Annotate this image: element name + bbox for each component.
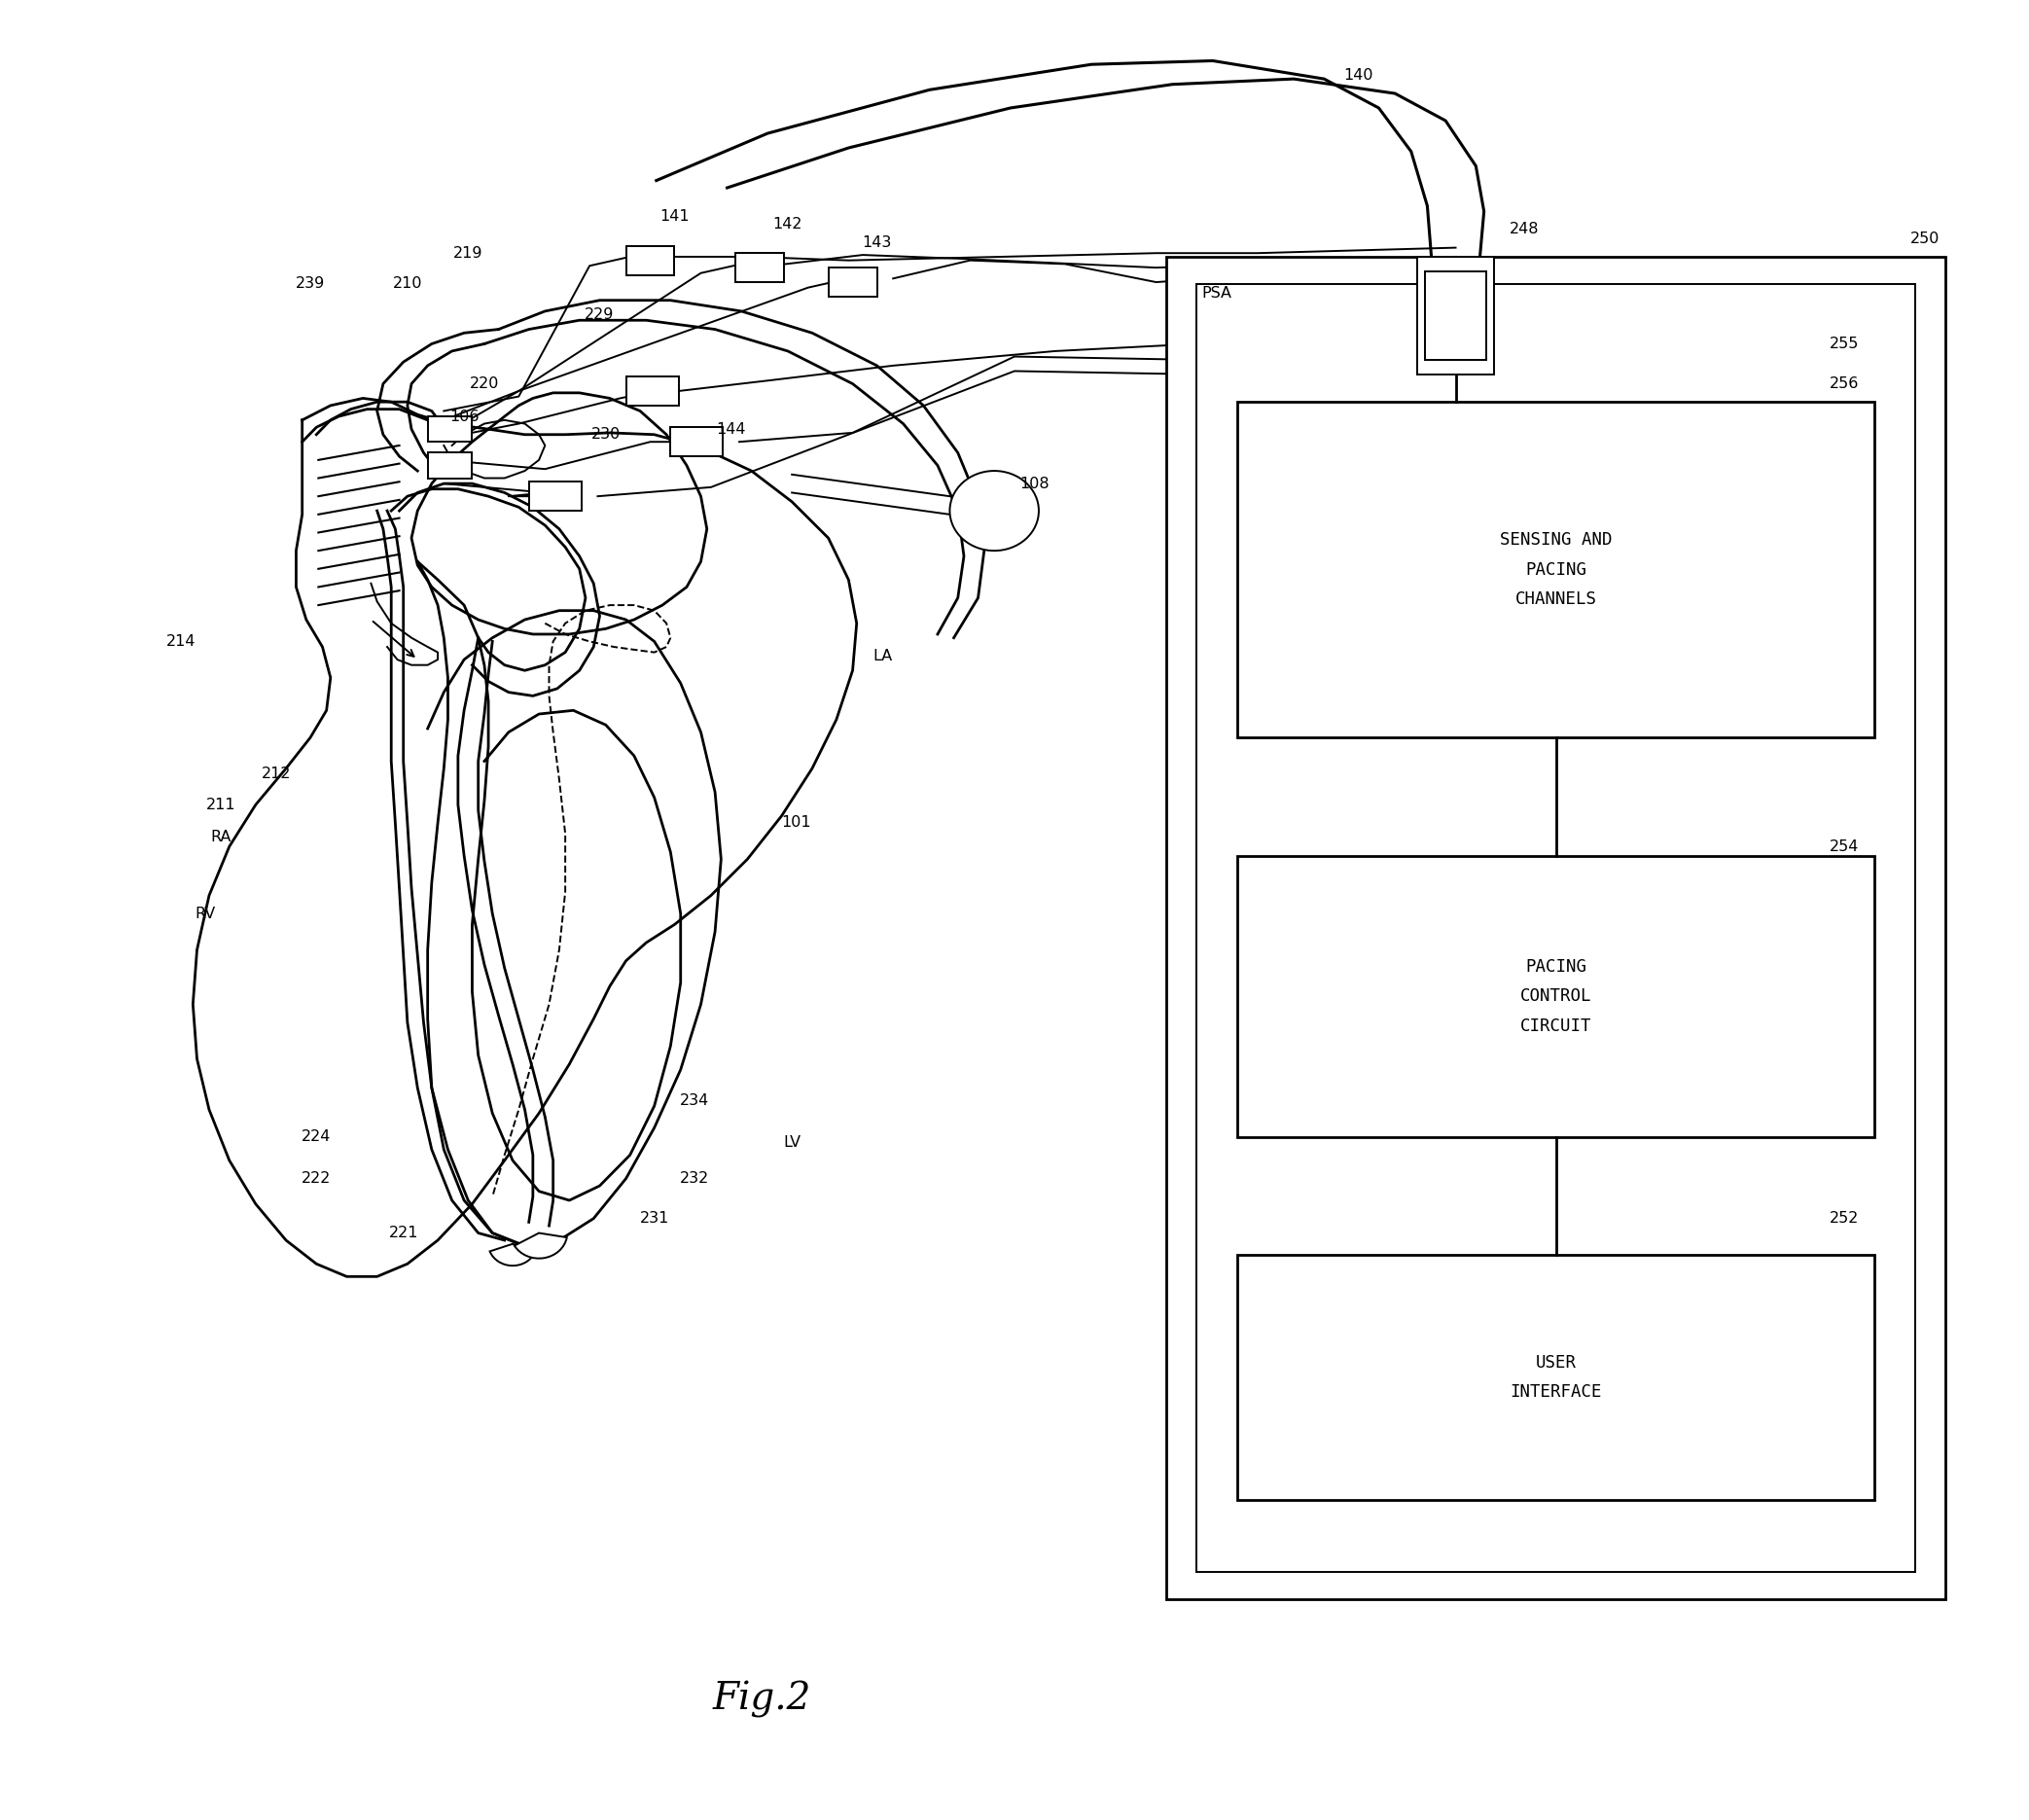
Bar bbox=[828, 268, 877, 297]
Text: 255: 255 bbox=[1830, 337, 1859, 351]
Text: 141: 141 bbox=[659, 209, 690, 224]
Bar bbox=[1238, 855, 1875, 1138]
Text: 143: 143 bbox=[862, 235, 891, 249]
Text: 142: 142 bbox=[773, 217, 803, 231]
Text: 250: 250 bbox=[1911, 231, 1940, 246]
Text: USER
INTERFACE: USER INTERFACE bbox=[1510, 1354, 1601, 1401]
Text: 140: 140 bbox=[1343, 67, 1374, 82]
Text: SENSING AND
PACING
CHANNELS: SENSING AND PACING CHANNELS bbox=[1499, 531, 1611, 608]
Bar bbox=[627, 377, 678, 406]
Text: 214: 214 bbox=[166, 633, 195, 648]
Wedge shape bbox=[489, 1243, 536, 1265]
Text: 234: 234 bbox=[680, 1094, 710, 1108]
Text: 252: 252 bbox=[1830, 1210, 1859, 1227]
Circle shape bbox=[950, 471, 1039, 551]
Bar bbox=[1238, 402, 1875, 737]
Text: LV: LV bbox=[783, 1136, 801, 1150]
Bar bbox=[1416, 257, 1493, 375]
Wedge shape bbox=[515, 1232, 566, 1258]
Text: 211: 211 bbox=[207, 797, 235, 812]
Text: 248: 248 bbox=[1510, 222, 1540, 237]
Text: 219: 219 bbox=[452, 246, 483, 260]
Text: 108: 108 bbox=[1021, 477, 1049, 491]
Bar bbox=[428, 417, 473, 442]
Text: RA: RA bbox=[211, 830, 231, 844]
Bar bbox=[734, 253, 783, 282]
Text: 230: 230 bbox=[590, 428, 621, 442]
Text: PSA: PSA bbox=[1201, 286, 1232, 300]
Text: 220: 220 bbox=[469, 377, 499, 391]
Text: 101: 101 bbox=[781, 815, 812, 830]
Bar bbox=[1197, 284, 1915, 1572]
Text: 106: 106 bbox=[448, 410, 479, 424]
Bar bbox=[1424, 271, 1485, 360]
Bar bbox=[1167, 257, 1946, 1600]
Bar bbox=[1238, 1254, 1875, 1500]
Bar bbox=[530, 482, 582, 511]
Text: 256: 256 bbox=[1830, 377, 1859, 391]
Text: 239: 239 bbox=[296, 277, 325, 291]
Text: PACING
CONTROL
CIRCUIT: PACING CONTROL CIRCUIT bbox=[1520, 957, 1591, 1036]
Text: Fig.2: Fig.2 bbox=[712, 1682, 812, 1718]
Text: RV: RV bbox=[195, 906, 215, 921]
Text: 212: 212 bbox=[262, 766, 290, 781]
Text: LA: LA bbox=[872, 648, 893, 662]
Text: 222: 222 bbox=[302, 1172, 331, 1187]
Bar bbox=[627, 246, 674, 275]
Text: 221: 221 bbox=[388, 1225, 418, 1239]
Text: 232: 232 bbox=[680, 1172, 710, 1187]
Text: 144: 144 bbox=[716, 422, 747, 437]
Bar bbox=[428, 453, 473, 479]
Text: 254: 254 bbox=[1830, 839, 1859, 854]
Text: 229: 229 bbox=[584, 308, 615, 322]
Text: 231: 231 bbox=[639, 1210, 670, 1227]
Text: 210: 210 bbox=[392, 277, 422, 291]
Text: 224: 224 bbox=[302, 1130, 331, 1145]
Bar bbox=[670, 428, 722, 457]
